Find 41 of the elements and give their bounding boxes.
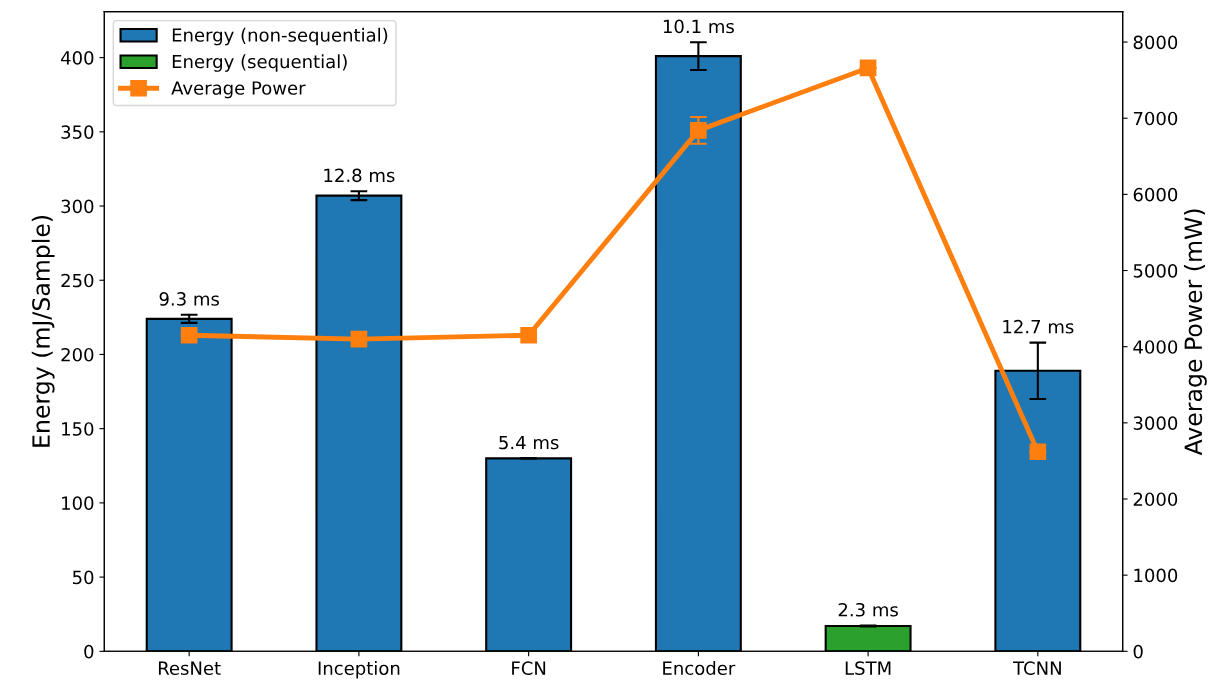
point	[350, 330, 368, 348]
y-tick-label: 300	[61, 199, 94, 214]
y-tick-label: 400	[60, 51, 94, 65]
y2-tick-label: 5000	[1133, 263, 1178, 278]
legend-label: Energy (sequential)	[172, 54, 347, 72]
x-tick-label: LSTM	[845, 661, 891, 676]
annotation: 12.7 ms	[1003, 319, 1074, 334]
y2-tick-label: 1000	[1134, 568, 1178, 583]
annotation: 10.1 ms	[663, 19, 734, 34]
y-tick-label: 150	[62, 422, 94, 436]
y2-tick-label: 7000	[1133, 111, 1178, 126]
y2-tick-label: 2000	[1133, 492, 1178, 507]
y2-tick-label: 4000	[1133, 340, 1178, 354]
x-tick-label: FCN	[512, 661, 546, 676]
x-tick-label: Inception	[318, 661, 400, 679]
point	[859, 59, 877, 77]
annotation: 12.8 ms	[324, 168, 395, 183]
x-tick-label: ResNet	[158, 661, 221, 676]
legend-label: Average Power	[171, 81, 306, 99]
y-tick-label: 50	[72, 570, 94, 585]
y-axis-title: Energy (mJ/Sample)	[31, 215, 55, 447]
x-tick-label: Encoder	[663, 661, 736, 676]
y-tick-label: 100	[62, 496, 94, 510]
point	[690, 122, 707, 139]
y2-axis-title: Average Power (mW)	[1183, 209, 1207, 456]
point	[520, 326, 537, 344]
y-tick-label: 200	[61, 347, 94, 362]
y-tick-label: 350	[61, 125, 94, 139]
y-tick-label: 0	[84, 644, 94, 659]
annotation: 2.3 ms	[838, 602, 898, 617]
y-tick-label: 250	[61, 273, 94, 288]
y2-tick-label: 3000	[1133, 416, 1178, 430]
annotation: 9.3 ms	[159, 292, 220, 306]
y2-tick-label: 8000	[1133, 35, 1178, 50]
legend-label: Energy (non-sequential)	[172, 27, 388, 46]
point	[1029, 443, 1047, 461]
annotation: 5.4 ms	[499, 435, 559, 450]
x-tick-label: TCNN	[1012, 661, 1061, 676]
point	[180, 326, 198, 344]
y2-tick-label: 0	[1133, 644, 1143, 659]
y2-tick-label: 6000	[1133, 187, 1178, 202]
